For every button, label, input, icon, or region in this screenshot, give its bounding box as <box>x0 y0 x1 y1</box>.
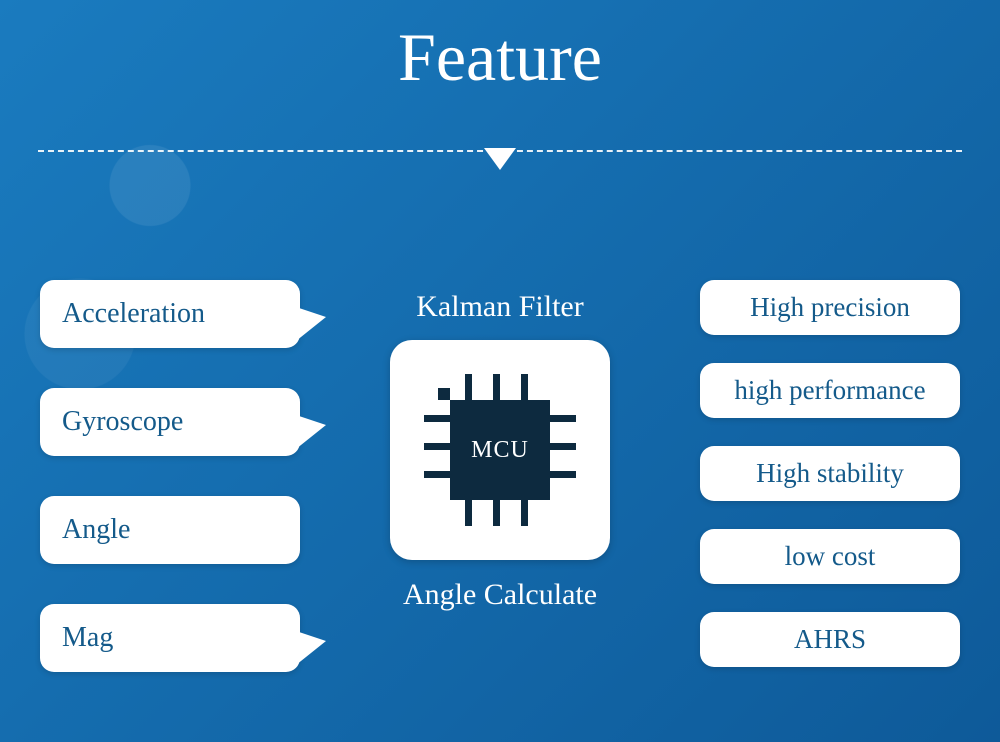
left-bubble: Angle <box>40 496 300 564</box>
chip-pin <box>550 415 576 422</box>
right-pill-label: AHRS <box>718 624 942 655</box>
chip-pin <box>424 471 450 478</box>
chip-pin <box>424 443 450 450</box>
mcu-chip-icon: MCU <box>450 400 550 500</box>
chip-pin <box>521 374 528 400</box>
page-title: Feature <box>0 18 1000 97</box>
left-bubble: Gyroscope <box>40 388 300 456</box>
chip-pin <box>493 500 500 526</box>
center-bottom-label: Angle Calculate <box>350 578 650 612</box>
center-block: Kalman Filter MCU Angle Calculate <box>350 290 650 612</box>
left-bubble-label: Mag <box>62 622 278 654</box>
right-column: High precision high performance High stabi… <box>700 280 960 695</box>
right-pill: High precision <box>700 280 960 335</box>
left-bubble-label: Angle <box>62 514 278 546</box>
right-pill-label: high performance <box>718 375 942 406</box>
chip-pin <box>521 500 528 526</box>
right-pill: high performance <box>700 363 960 418</box>
left-column: Acceleration Gyroscope Angle Mag <box>40 280 300 712</box>
right-pill-label: High stability <box>718 458 942 489</box>
center-top-label: Kalman Filter <box>350 290 650 324</box>
chip-pin <box>424 415 450 422</box>
chip-pin <box>465 500 472 526</box>
right-pill-label: High precision <box>718 292 942 323</box>
chip-card: MCU <box>390 340 610 560</box>
right-pill: AHRS <box>700 612 960 667</box>
left-bubble: Mag <box>40 604 300 672</box>
left-bubble: Acceleration <box>40 280 300 348</box>
right-pill: High stability <box>700 446 960 501</box>
chip-pin <box>550 471 576 478</box>
left-bubble-label: Acceleration <box>62 298 278 330</box>
chip-text: MCU <box>471 437 529 464</box>
right-pill: low cost <box>700 529 960 584</box>
chip-pin <box>493 374 500 400</box>
divider-arrow-icon <box>484 148 516 170</box>
left-bubble-label: Gyroscope <box>62 406 278 438</box>
right-pill-label: low cost <box>718 541 942 572</box>
chip-pin <box>550 443 576 450</box>
chip-pin <box>465 374 472 400</box>
